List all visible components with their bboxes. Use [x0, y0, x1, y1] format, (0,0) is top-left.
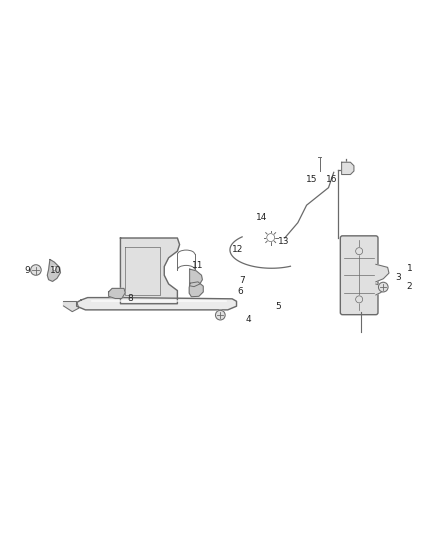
- Text: 1: 1: [406, 264, 413, 273]
- Circle shape: [356, 248, 363, 255]
- Text: 4: 4: [246, 316, 251, 325]
- Polygon shape: [342, 162, 354, 174]
- Text: 6: 6: [237, 287, 243, 296]
- Circle shape: [31, 265, 41, 275]
- Polygon shape: [376, 264, 389, 282]
- Polygon shape: [189, 282, 203, 297]
- Text: 8: 8: [127, 294, 134, 303]
- Polygon shape: [109, 288, 125, 298]
- Text: 12: 12: [232, 245, 244, 254]
- Text: 3: 3: [396, 273, 402, 282]
- Polygon shape: [190, 269, 202, 287]
- Text: 7: 7: [239, 276, 245, 285]
- Text: 5: 5: [275, 302, 281, 311]
- Polygon shape: [47, 260, 60, 281]
- Polygon shape: [376, 284, 385, 295]
- Text: 10: 10: [50, 266, 62, 276]
- Text: 11: 11: [192, 261, 204, 270]
- Circle shape: [378, 282, 388, 292]
- Circle shape: [215, 310, 225, 320]
- Text: 13: 13: [278, 237, 290, 246]
- Polygon shape: [64, 302, 79, 312]
- Circle shape: [267, 233, 275, 241]
- Text: 14: 14: [256, 213, 268, 222]
- Text: 16: 16: [326, 175, 338, 184]
- Text: 15: 15: [306, 175, 318, 184]
- Circle shape: [356, 296, 363, 303]
- Text: 9: 9: [24, 266, 30, 276]
- Polygon shape: [77, 297, 237, 310]
- Text: 2: 2: [407, 282, 412, 290]
- Polygon shape: [120, 238, 180, 304]
- FancyBboxPatch shape: [340, 236, 378, 314]
- Circle shape: [52, 266, 57, 270]
